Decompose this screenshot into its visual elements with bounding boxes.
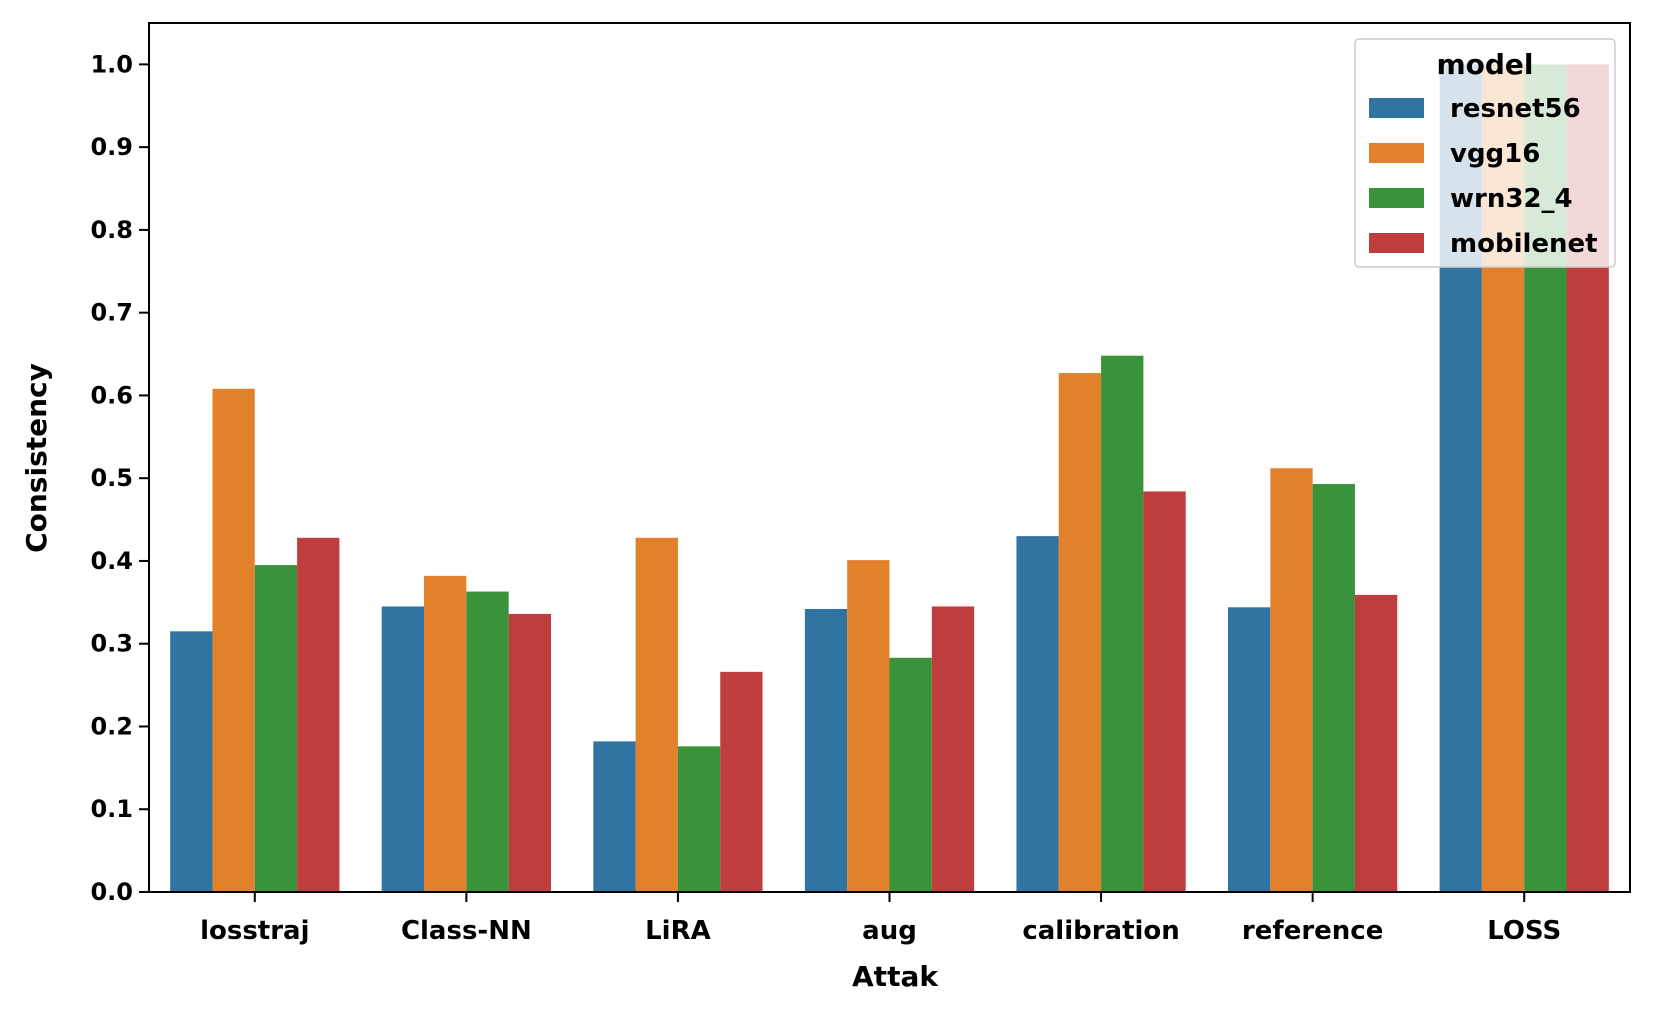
legend-items: resnet56 vgg16 wrn32_4 mobilenet	[1369, 94, 1598, 259]
legend-label-resnet56: resnet56	[1450, 94, 1581, 124]
bar-class-nn-vgg16	[424, 575, 467, 892]
y-tick-label: 0.5	[90, 464, 133, 492]
legend-label-mobilenet: mobilenet	[1450, 229, 1598, 259]
y-axis: 0.0 0.1 0.2 0.3 0.4 0.5 0.6 0.7 0.8 0.9 1.0	[90, 50, 149, 906]
legend-label-wrn32-4: wrn32_4	[1450, 184, 1573, 214]
bar-calibration-vgg16	[1058, 373, 1102, 892]
y-tick-label: 0.3	[90, 630, 133, 658]
bar-aug-wrn32-4	[889, 657, 932, 892]
plot-frame	[148, 22, 1631, 893]
y-axis-title: Consistency	[20, 363, 53, 553]
x-tick-label: Class-NN	[401, 916, 532, 946]
y-tick-label: 1.0	[90, 50, 133, 78]
legend-swatch-vgg16	[1369, 143, 1424, 163]
y-tick-label: 0.4	[90, 547, 133, 575]
legend-title: model	[1436, 48, 1533, 81]
legend-frame	[1354, 38, 1616, 268]
bar-calibration-mobilenet	[1143, 491, 1186, 892]
legend-swatch-resnet56	[1369, 98, 1424, 118]
legend-swatch-mobilenet	[1369, 233, 1424, 253]
x-tick-label: calibration	[1022, 916, 1179, 946]
bar-reference-vgg16	[1270, 468, 1313, 892]
y-tick-label: 0.1	[90, 795, 133, 823]
x-tick-label: reference	[1242, 916, 1383, 946]
bar-aug-mobilenet	[931, 606, 975, 892]
bar-losstraj-resnet56	[170, 631, 213, 892]
y-tick-label: 0.6	[90, 381, 133, 409]
bar-reference-resnet56	[1228, 607, 1271, 892]
bar-losstraj-vgg16	[212, 388, 255, 892]
y-tick-label: 0.0	[90, 878, 133, 906]
x-tick-label: LiRA	[645, 916, 711, 946]
bar-reference-mobilenet	[1354, 594, 1398, 892]
x-axis: losstraj Class-NN LiRA aug calibration refere…	[200, 892, 1561, 946]
y-tick-label: 0.8	[90, 216, 133, 244]
y-tick-label: 0.7	[90, 299, 133, 327]
x-tick-label: losstraj	[200, 916, 309, 946]
y-tick-label: 0.2	[90, 712, 133, 740]
bar-class-nn-mobilenet	[508, 613, 551, 892]
bar-lira-resnet56	[593, 741, 636, 892]
bar-calibration-resnet56	[1016, 536, 1059, 892]
x-tick-label: LOSS	[1487, 916, 1561, 946]
bar-aug-vgg16	[847, 560, 890, 892]
bar-aug-resnet56	[804, 608, 848, 892]
bar-reference-wrn32-4	[1312, 483, 1355, 892]
y-tick-label: 0.9	[90, 133, 133, 161]
bar-losstraj-mobilenet	[297, 537, 340, 892]
bar-class-nn-resnet56	[381, 606, 425, 892]
bar-lira-mobilenet	[720, 671, 763, 892]
bar-calibration-wrn32-4	[1101, 355, 1144, 892]
x-tick-label: aug	[862, 916, 917, 946]
bar-lira-wrn32-4	[677, 746, 721, 892]
bar-losstraj-wrn32-4	[254, 565, 298, 892]
bar-class-nn-wrn32-4	[466, 591, 509, 892]
legend-swatch-wrn32-4	[1369, 188, 1424, 208]
bar-lira-vgg16	[635, 537, 678, 892]
legend-label-vgg16: vgg16	[1450, 139, 1540, 169]
x-axis-title: Attak	[852, 960, 939, 993]
legend: model resnet56 vgg16 wrn32_4 mobilenet	[1354, 38, 1616, 268]
